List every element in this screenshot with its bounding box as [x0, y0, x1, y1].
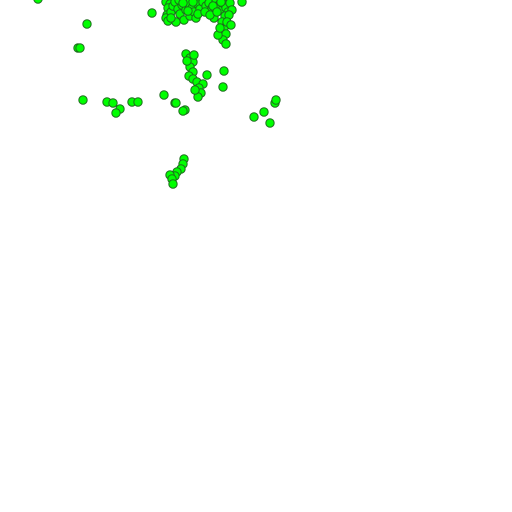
map-marker[interactable] [221, 39, 231, 49]
map-marker[interactable] [111, 108, 121, 118]
map-marker[interactable] [265, 118, 275, 128]
map-marker[interactable] [171, 98, 181, 108]
map-marker[interactable] [226, 20, 236, 30]
map-marker[interactable] [190, 85, 200, 95]
map-marker[interactable] [183, 6, 193, 16]
map-marker[interactable] [78, 95, 88, 105]
map-marker[interactable] [178, 0, 188, 8]
map-marker[interactable] [202, 70, 212, 80]
map-marker[interactable] [182, 56, 192, 66]
map-marker[interactable] [159, 90, 169, 100]
map-marker[interactable] [133, 97, 143, 107]
map-marker[interactable] [215, 23, 225, 33]
map-marker[interactable] [108, 98, 118, 108]
map-marker[interactable] [249, 112, 259, 122]
map-marker[interactable] [178, 106, 188, 116]
map-marker[interactable] [188, 0, 198, 7]
map-marker[interactable] [271, 95, 281, 105]
map-marker[interactable] [82, 19, 92, 29]
map-marker[interactable] [75, 43, 85, 53]
map-marker[interactable] [168, 179, 178, 189]
map-marker[interactable] [147, 8, 157, 18]
map-marker[interactable] [212, 7, 222, 17]
map-marker[interactable] [237, 0, 247, 7]
map-marker[interactable] [166, 13, 176, 23]
map-marker[interactable] [216, 0, 226, 7]
map-marker[interactable] [33, 0, 43, 4]
map-marker[interactable] [259, 107, 269, 117]
map-marker[interactable] [219, 66, 229, 76]
map-marker[interactable] [218, 82, 228, 92]
map-marker[interactable] [189, 50, 199, 60]
